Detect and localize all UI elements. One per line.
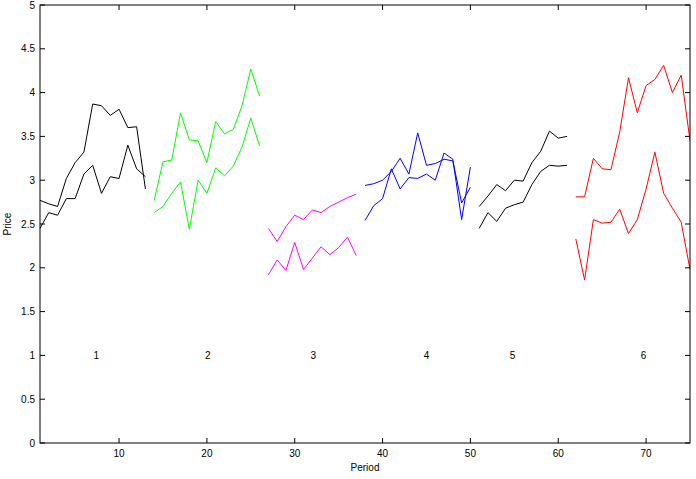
- y-tick-label: 0.5: [21, 394, 35, 405]
- x-tick-label: 10: [113, 448, 125, 459]
- x-tick: [382, 438, 383, 443]
- series-line: [479, 165, 567, 228]
- x-tick: [294, 5, 295, 10]
- x-tick: [119, 5, 120, 10]
- annotation: 3: [310, 350, 316, 361]
- y-tick-label: 3: [29, 175, 35, 186]
- y-tick: [685, 355, 690, 356]
- y-tick-label: 1.5: [21, 306, 35, 317]
- y-tick: [40, 399, 45, 400]
- x-tick-label: 60: [553, 448, 565, 459]
- series-line: [154, 69, 259, 200]
- y-tick: [40, 267, 45, 268]
- series-line: [576, 152, 690, 280]
- y-tick-label: 5: [29, 0, 35, 11]
- x-tick: [206, 438, 207, 443]
- x-tick-label: 20: [201, 448, 213, 459]
- y-tick: [685, 224, 690, 225]
- y-tick-label: 4: [29, 87, 35, 98]
- y-tick: [685, 92, 690, 93]
- x-tick-label: 30: [289, 448, 301, 459]
- x-tick-label: 40: [377, 448, 389, 459]
- y-tick-label: 2: [29, 262, 35, 273]
- y-tick: [40, 48, 45, 49]
- y-tick: [40, 136, 45, 137]
- series-line: [268, 194, 356, 241]
- y-axis-label: Price: [2, 212, 13, 235]
- y-tick-label: 4.5: [21, 43, 35, 54]
- annotation: 4: [424, 350, 430, 361]
- y-tick: [40, 311, 45, 312]
- x-tick: [470, 5, 471, 10]
- x-tick: [646, 438, 647, 443]
- series-line: [365, 153, 470, 220]
- chart: 10 20 30 40 50 60 70 0 0.5 1 1.5 2 2.5 3 3.5 4 4.5 5 1 2 3 4 5…: [0, 0, 696, 479]
- series-group: [40, 65, 690, 280]
- y-tick: [40, 355, 45, 356]
- y-tick-label: 0: [29, 438, 35, 449]
- x-tick: [470, 438, 471, 443]
- y-tick-label: 2.5: [21, 219, 35, 230]
- annotation: 5: [510, 350, 516, 361]
- plot-frame: [40, 5, 690, 443]
- series-line: [40, 145, 145, 228]
- x-tick-label: 70: [641, 448, 653, 459]
- x-tick: [382, 5, 383, 10]
- x-tick: [119, 438, 120, 443]
- plot-background: [40, 5, 690, 443]
- y-tick: [40, 92, 45, 93]
- x-axis-label: Period: [351, 462, 380, 473]
- y-tick-label: 3.5: [21, 131, 35, 142]
- y-tick: [685, 180, 690, 181]
- series-line: [40, 104, 145, 206]
- x-tick-label: 50: [465, 448, 477, 459]
- annotation: 6: [641, 350, 647, 361]
- x-tick: [294, 438, 295, 443]
- y-tick: [685, 399, 690, 400]
- x-tick: [558, 438, 559, 443]
- series-line: [479, 131, 567, 206]
- y-tick-label: 1: [29, 350, 35, 361]
- y-tick: [685, 311, 690, 312]
- series-line: [154, 118, 259, 229]
- series-line: [268, 237, 356, 275]
- y-tick: [40, 180, 45, 181]
- x-tick: [558, 5, 559, 10]
- annotation: 2: [205, 350, 211, 361]
- y-tick: [685, 48, 690, 49]
- x-tick: [646, 5, 647, 10]
- x-tick: [206, 5, 207, 10]
- annotation: 1: [93, 350, 99, 361]
- series-line: [576, 65, 690, 196]
